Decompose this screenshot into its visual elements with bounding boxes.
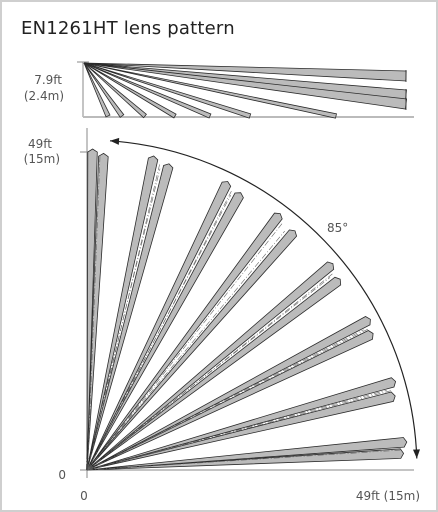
x-range-label: 49ft (15m) bbox=[356, 489, 420, 503]
top-beam-centerline-16 bbox=[87, 156, 101, 471]
angle-label: 85° bbox=[327, 221, 348, 235]
top-beam-centerline-12 bbox=[87, 190, 232, 471]
top-beam-8 bbox=[86, 261, 335, 471]
top-beam-centerline-14 bbox=[87, 164, 160, 471]
top-beam-centerline-4 bbox=[87, 390, 391, 471]
side-view: 7.9ft (2.4m) bbox=[24, 61, 414, 119]
y-range-ft-label: 49ft bbox=[28, 137, 52, 151]
top-view: 49ft (15m) 0 0 49ft (15m) 85° bbox=[24, 128, 420, 503]
top-beam-centerline-5 bbox=[86, 329, 364, 471]
top-beam-10 bbox=[86, 212, 283, 471]
top-beam-centerline-8 bbox=[87, 273, 333, 471]
top-beam-9 bbox=[86, 229, 298, 471]
side-beam-4 bbox=[83, 62, 337, 119]
top-beam-2 bbox=[86, 437, 408, 471]
top-beam-14 bbox=[86, 155, 159, 471]
side-beam-5 bbox=[83, 62, 252, 119]
arc-arrowhead-start bbox=[110, 137, 120, 145]
top-beam-16 bbox=[86, 148, 98, 471]
y-origin-label: 0 bbox=[58, 468, 66, 482]
top-beam-3 bbox=[86, 391, 396, 471]
side-beam-8 bbox=[83, 62, 147, 119]
top-beam-6 bbox=[86, 316, 371, 471]
coverage-angle-arc bbox=[109, 140, 418, 459]
side-height-m-label: (2.4m) bbox=[24, 89, 64, 103]
top-beam-5 bbox=[86, 330, 374, 471]
top-beam-13 bbox=[86, 163, 174, 471]
side-height-ft-label: 7.9ft bbox=[34, 73, 62, 87]
top-beam-centerline-3 bbox=[86, 390, 387, 471]
top-view-beams bbox=[86, 148, 408, 471]
side-beam-10 bbox=[83, 62, 111, 118]
side-beam-6 bbox=[83, 62, 212, 119]
side-beam-7 bbox=[83, 62, 177, 119]
top-beam-7 bbox=[86, 276, 342, 471]
top-beam-11 bbox=[86, 192, 244, 471]
x-origin-label: 0 bbox=[80, 489, 88, 503]
top-beam-12 bbox=[86, 181, 232, 471]
diagram-title: EN1261HT lens pattern bbox=[21, 18, 235, 39]
top-beam-4 bbox=[86, 377, 397, 471]
top-beam-centerline-9 bbox=[86, 230, 285, 471]
arc-arrowhead-end bbox=[413, 449, 420, 459]
side-beam-9 bbox=[83, 62, 125, 118]
y-range-m-label: (15m) bbox=[24, 152, 60, 166]
top-beam-15 bbox=[86, 152, 109, 471]
top-beam-centerline-6 bbox=[87, 328, 368, 471]
side-view-beams bbox=[83, 62, 408, 119]
top-beam-centerline-7 bbox=[86, 277, 331, 471]
top-beam-centerline-10 bbox=[87, 223, 283, 471]
top-beam-centerline-2 bbox=[87, 449, 401, 471]
